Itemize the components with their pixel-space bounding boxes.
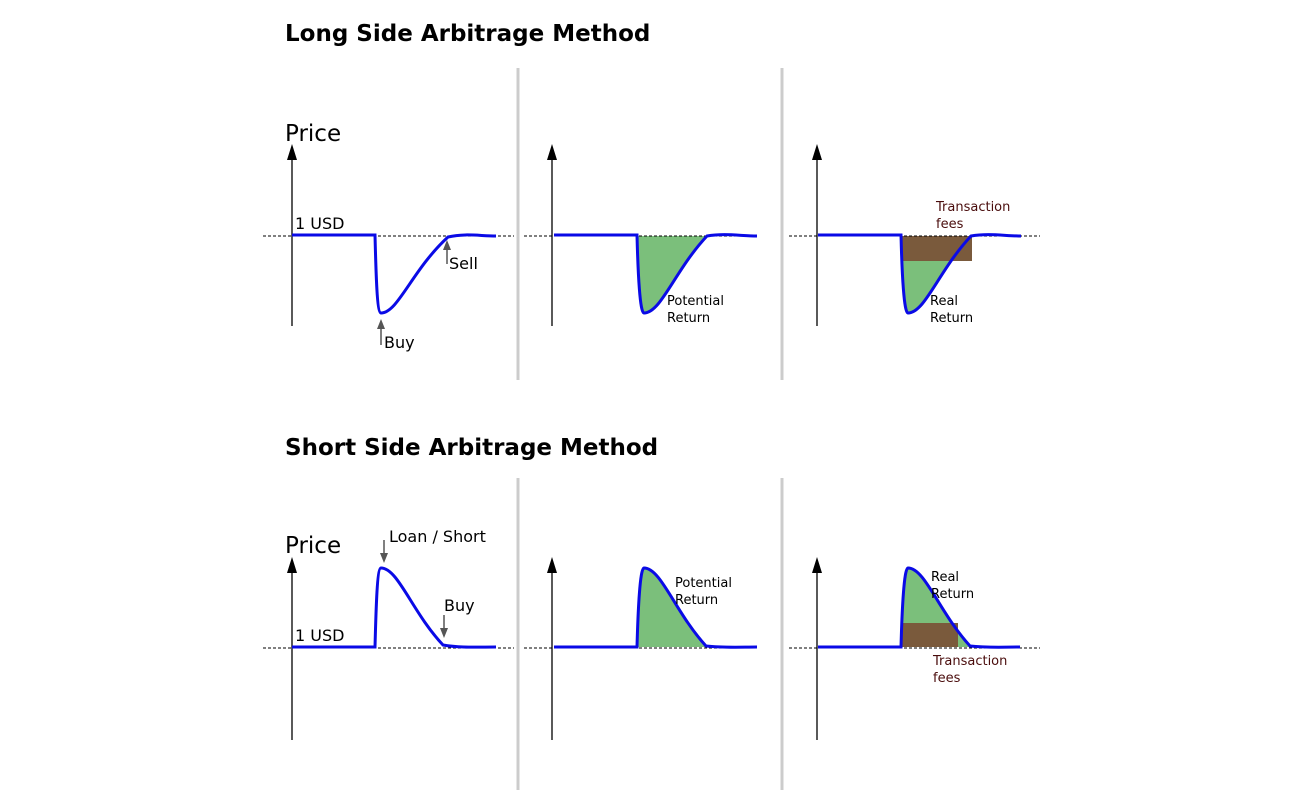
long-panel-potential-return: Potential Return (524, 144, 758, 326)
long-y-axis-arrow-2 (547, 144, 557, 160)
long-panel-price-curve: Price 1 USD Buy Sell (263, 121, 514, 352)
long-price-curve-2 (554, 233, 758, 315)
long-axis-label: Price (285, 121, 341, 147)
long-sell-arrowhead (443, 240, 451, 250)
long-price-curve-1 (292, 233, 497, 315)
short-fees-label-2: fees (933, 671, 961, 686)
short-panel-potential-return: Potential Return (524, 557, 758, 740)
short-transaction-fees-band (902, 623, 958, 647)
long-y-axis-arrow-1 (287, 144, 297, 160)
short-potential-return-label-2: Return (675, 593, 718, 608)
long-potential-return-label-1: Potential (667, 294, 724, 309)
short-price-curve-3 (818, 566, 1021, 649)
short-y-axis-arrow-1 (287, 557, 297, 573)
long-fees-label-2: fees (936, 217, 964, 232)
short-potential-return-label-1: Potential (675, 576, 732, 591)
long-real-return-label-1: Real (930, 294, 958, 309)
short-fees-label-1: Transaction (932, 654, 1007, 669)
long-buy-arrowhead (377, 319, 385, 329)
long-baseline-label: 1 USD (295, 214, 344, 233)
long-price-curve-3 (818, 233, 1022, 315)
long-fees-label-1: Transaction (935, 200, 1010, 215)
short-panel-real-return: Real Return Transaction fees (789, 557, 1040, 740)
short-loan-label: Loan / Short (389, 527, 486, 546)
short-potential-return-area (638, 568, 706, 647)
long-sell-label: Sell (449, 254, 478, 273)
short-axis-label: Price (285, 533, 341, 559)
long-potential-return-label-2: Return (667, 311, 710, 326)
long-panel-real-return: Transaction fees Real Return (789, 144, 1040, 326)
short-real-return-label-2: Return (931, 587, 974, 602)
short-panel-price-curve: Price 1 USD Loan / Short Buy (263, 527, 514, 740)
long-buy-label: Buy (384, 333, 415, 352)
short-buy-arrowhead (440, 628, 448, 638)
short-buy-label: Buy (444, 596, 475, 615)
short-baseline-label: 1 USD (295, 626, 344, 645)
short-y-axis-arrow-3 (812, 557, 822, 573)
long-y-axis-arrow-3 (812, 144, 822, 160)
short-method-title: Short Side Arbitrage Method (285, 435, 658, 461)
short-price-curve-1 (292, 566, 497, 649)
short-real-return-label-1: Real (931, 570, 959, 585)
short-loan-arrowhead (380, 553, 388, 563)
short-price-curve-2 (554, 566, 758, 649)
long-real-return-label-2: Return (930, 311, 973, 326)
long-method-title: Long Side Arbitrage Method (285, 21, 650, 47)
short-y-axis-arrow-2 (547, 557, 557, 573)
